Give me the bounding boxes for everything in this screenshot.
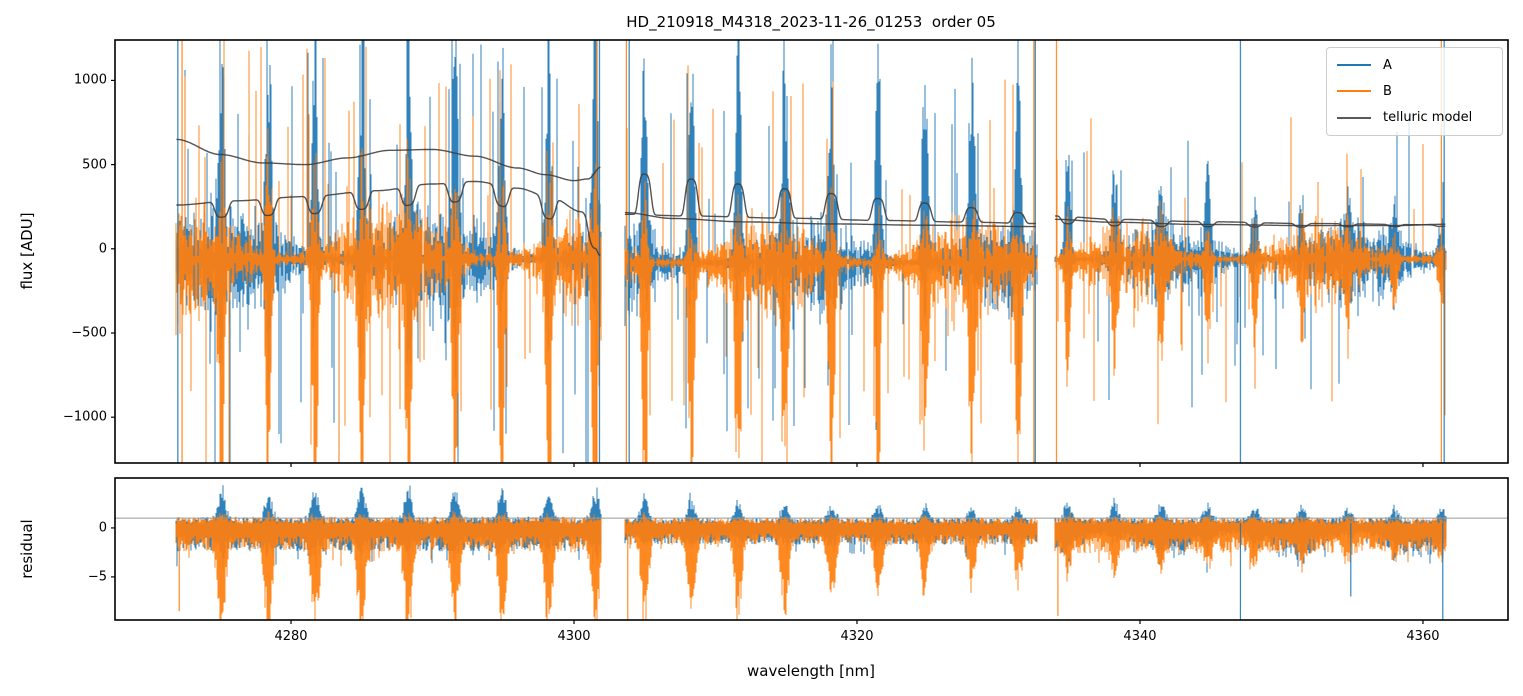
x-tick-label: 4360 [1406, 629, 1440, 644]
series-B-flux-segment-1 [624, 65, 1038, 463]
legend: A B telluric model [1326, 47, 1503, 136]
legend-item-telluric: telluric model [1337, 110, 1492, 125]
legend-item-b: B [1337, 84, 1492, 99]
flux-y-tick-label: 0 [98, 241, 107, 257]
flux-panel-frame [114, 39, 1509, 464]
legend-line-a-icon [1337, 64, 1371, 67]
x-tick-label: 4320 [840, 629, 874, 644]
series-B-residual-segment-2 [1054, 512, 1447, 582]
legend-item-a: A [1337, 58, 1492, 73]
series-B-flux-segment-2 [1054, 117, 1447, 425]
legend-label-b: B [1383, 83, 1392, 99]
series-B-residual-segment-0 [175, 511, 602, 620]
x-tick-label: 4300 [557, 629, 591, 644]
residual-y-tick-label: 0 [98, 520, 107, 536]
telluric-model-curve-3 [624, 173, 1036, 225]
flux-y-tick-label: 500 [82, 157, 107, 173]
legend-line-b-icon [1337, 90, 1371, 93]
x-tick-label: 4280 [274, 629, 308, 644]
x-axis-label: wavelength [nm] [747, 662, 875, 680]
residual-panel-data [115, 485, 1508, 620]
telluric-model-curve-1 [176, 180, 601, 256]
telluric-model-curve-2 [624, 211, 1036, 228]
x-tick-label: 4340 [1123, 629, 1157, 644]
flux-panel-data [175, 40, 1447, 463]
flux-y-tick-label: −500 [71, 325, 107, 341]
telluric-model-curve-0 [176, 138, 601, 182]
legend-line-telluric-icon [1337, 116, 1371, 119]
telluric-model-curve-4 [1055, 218, 1446, 227]
series-B-residual-segment-1 [624, 512, 1038, 620]
residual-panel-frame [114, 477, 1509, 621]
series-B-flux-segment-0 [175, 40, 602, 463]
plot-title: HD_210918_M4318_2023-11-26_01253 order 0… [626, 13, 996, 31]
residual-y-tick-label: −5 [87, 569, 107, 585]
flux-y-tick-label: −1000 [63, 409, 107, 425]
legend-label-a: A [1383, 57, 1392, 73]
telluric-model-curve-5 [1055, 215, 1446, 228]
flux-y-tick-label: 1000 [73, 72, 107, 88]
legend-label-telluric: telluric model [1383, 110, 1473, 126]
